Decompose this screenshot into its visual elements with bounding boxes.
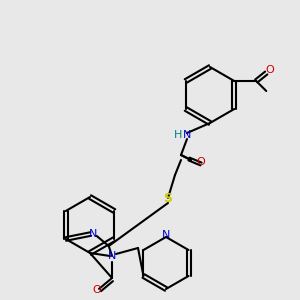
Text: N: N bbox=[162, 230, 170, 240]
Text: N: N bbox=[183, 130, 191, 140]
Text: O: O bbox=[196, 157, 206, 167]
Text: O: O bbox=[93, 285, 101, 295]
Text: O: O bbox=[266, 65, 274, 75]
Text: N: N bbox=[108, 251, 116, 261]
Text: H: H bbox=[174, 130, 182, 140]
Text: S: S bbox=[164, 191, 172, 205]
Text: N: N bbox=[88, 229, 97, 239]
